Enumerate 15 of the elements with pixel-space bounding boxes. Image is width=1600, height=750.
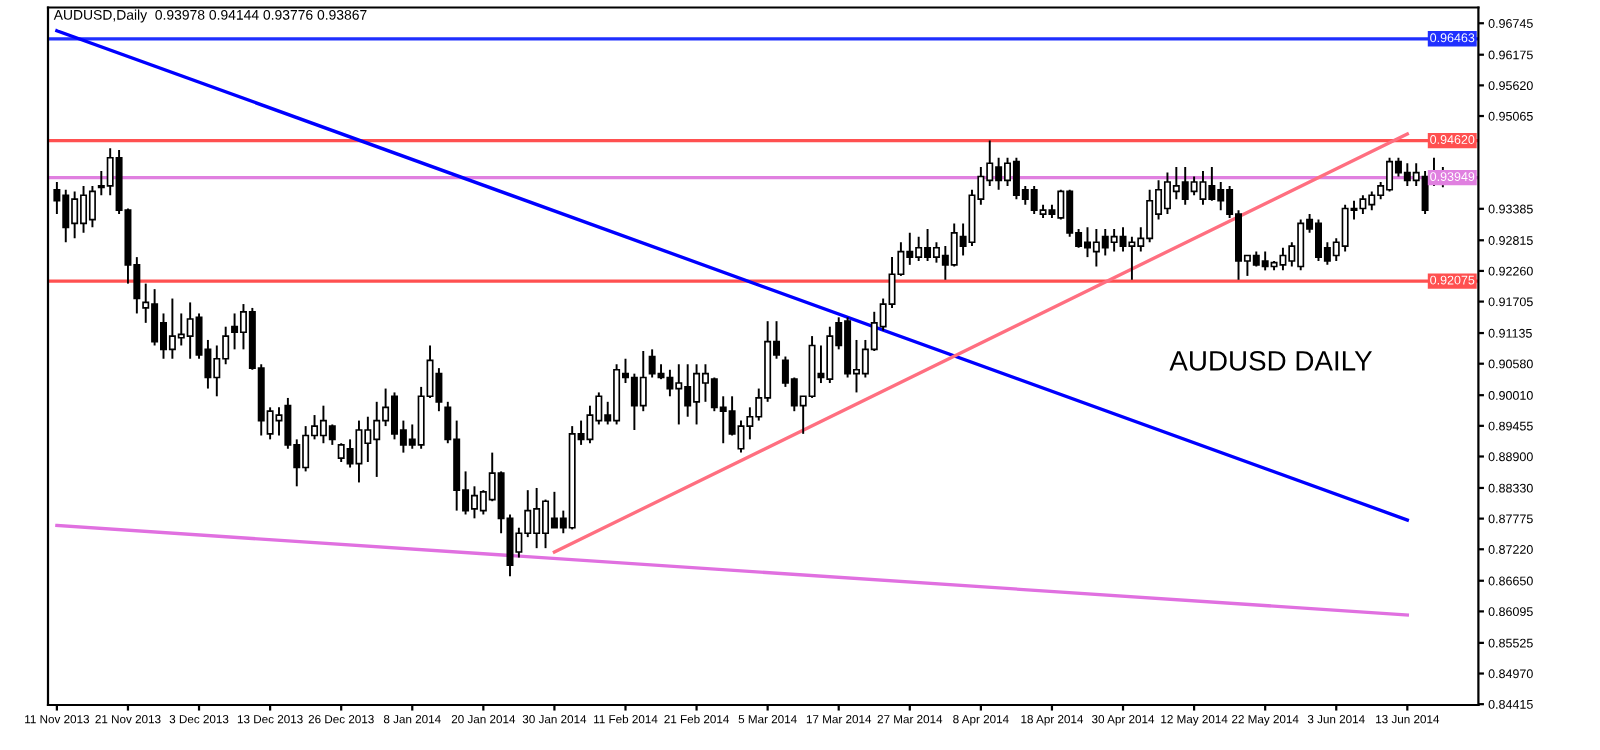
candlestick	[355, 419, 363, 484]
candlestick	[88, 184, 96, 229]
candlestick	[1279, 246, 1287, 272]
candlestick	[1119, 226, 1127, 253]
candlestick	[666, 368, 674, 398]
candlestick	[435, 367, 443, 413]
candlestick	[1359, 194, 1367, 216]
candlestick	[231, 312, 239, 351]
candlestick	[1199, 170, 1207, 206]
candlestick	[1190, 175, 1198, 197]
candlestick	[639, 350, 647, 413]
candlestick	[1421, 170, 1429, 216]
annotation: AUDUSD DAILY	[1169, 351, 1372, 371]
candlestick	[328, 423, 336, 446]
candlestick	[1128, 235, 1136, 281]
